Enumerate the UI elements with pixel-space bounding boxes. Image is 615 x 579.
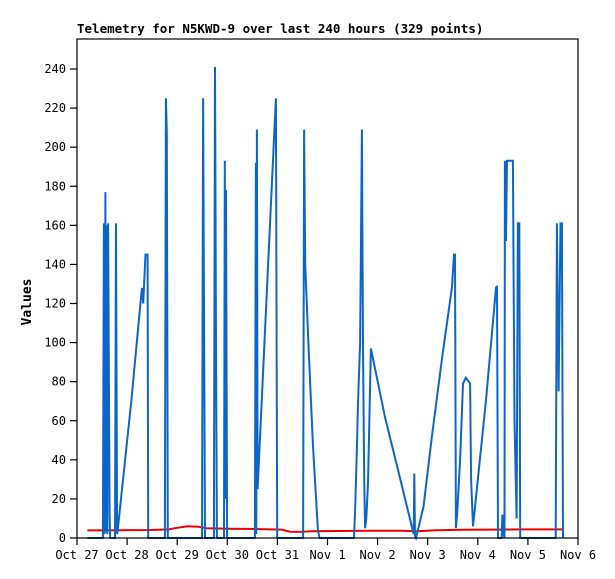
series-telemetry-value-blue [87, 66, 564, 541]
y-tick-label: 40 [52, 453, 66, 467]
chart-title: Telemetry for N5KWD-9 over last 240 hour… [77, 21, 483, 36]
x-tick-label: Oct 30 [206, 548, 249, 562]
y-tick-label: 100 [44, 336, 66, 350]
y-tick-label: 220 [44, 101, 66, 115]
x-tick-label: Oct 29 [156, 548, 199, 562]
y-tick-label: 80 [52, 375, 66, 389]
y-tick-label: 20 [52, 492, 66, 506]
x-tick-label: Nov 5 [510, 548, 546, 562]
x-tick-label: Nov 6 [560, 548, 596, 562]
x-tick-label: Nov 2 [360, 548, 396, 562]
y-tick-label: 60 [52, 414, 66, 428]
y-axis-label: Values [20, 279, 35, 326]
x-axis-ticks: Oct 27 Oct 28 Oct 29 Oct 30 Oct 31 Nov 1 Nov 2… [55, 538, 596, 562]
series-telemetry-value-red [87, 525, 563, 533]
y-tick-label: 140 [44, 257, 66, 271]
y-tick-label: 180 [44, 179, 66, 193]
x-tick-label: Oct 28 [105, 548, 148, 562]
y-tick-label: 0 [59, 531, 66, 545]
y-axis-ticks: 0 20 40 60 80 100 120 140 160 180 200 220 240 [44, 62, 77, 545]
x-tick-label: Oct 31 [256, 548, 299, 562]
y-tick-label: 240 [44, 62, 66, 76]
x-tick-label: Nov 4 [460, 548, 496, 562]
x-tick-label: Nov 3 [410, 548, 446, 562]
x-tick-label: Oct 27 [55, 548, 98, 562]
plot-area-border [76, 38, 579, 539]
y-tick-label: 120 [44, 297, 66, 311]
y-tick-label: 200 [44, 140, 66, 154]
x-tick-label: Nov 1 [309, 548, 345, 562]
y-tick-label: 160 [44, 218, 66, 232]
data-series [87, 66, 564, 541]
